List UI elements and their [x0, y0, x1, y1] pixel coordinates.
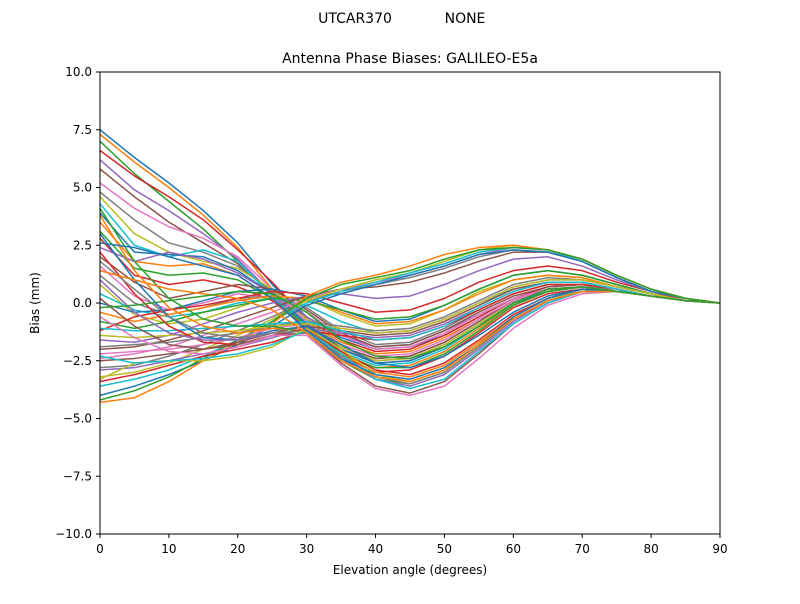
- series-line-20: [99, 281, 721, 334]
- x-tick-label: 60: [506, 542, 521, 556]
- series-line-25: [99, 256, 721, 344]
- x-axis-label: Elevation angle (degrees): [333, 563, 487, 577]
- series-line-24: [99, 265, 721, 332]
- series-line-23: [99, 269, 721, 330]
- x-tick-label: 20: [230, 542, 245, 556]
- series-line-53: [99, 286, 721, 360]
- x-tick-label: 0: [96, 542, 104, 556]
- suptitle-right: NONE: [445, 11, 486, 27]
- x-tick-label: 70: [575, 542, 590, 556]
- x-tick-label: 10: [161, 542, 176, 556]
- y-tick-label: 5.0: [73, 181, 92, 195]
- y-tick-label: −7.5: [63, 469, 92, 483]
- y-tick-label: 7.5: [73, 123, 92, 137]
- x-tick-label: 50: [437, 542, 452, 556]
- chart-title: Antenna Phase Biases: GALILEO-E5a: [282, 51, 538, 67]
- y-tick-label: 10.0: [65, 65, 92, 79]
- series-line-40: [99, 281, 721, 341]
- x-tick-label: 30: [299, 542, 314, 556]
- x-tick-label: 80: [643, 542, 658, 556]
- x-tick-label: 40: [368, 542, 383, 556]
- series-layer: [99, 129, 721, 404]
- y-tick-label: 0.0: [73, 296, 92, 310]
- y-tick-label: −10.0: [55, 527, 92, 541]
- y-tick-label: 2.5: [73, 238, 92, 252]
- suptitle-left: UTCAR370: [318, 11, 392, 27]
- tick-layer: 0 10 20 30 40 50 60 70 80 90 −10.0 −7.5 −5.0 −2.5 0.0 2…: [55, 65, 727, 556]
- x-tick-label: 90: [712, 542, 727, 556]
- y-tick-label: −2.5: [63, 354, 92, 368]
- series-line-31: [99, 249, 721, 397]
- y-axis-label: Bias (mm): [28, 272, 42, 334]
- y-tick-label: −5.0: [63, 412, 92, 426]
